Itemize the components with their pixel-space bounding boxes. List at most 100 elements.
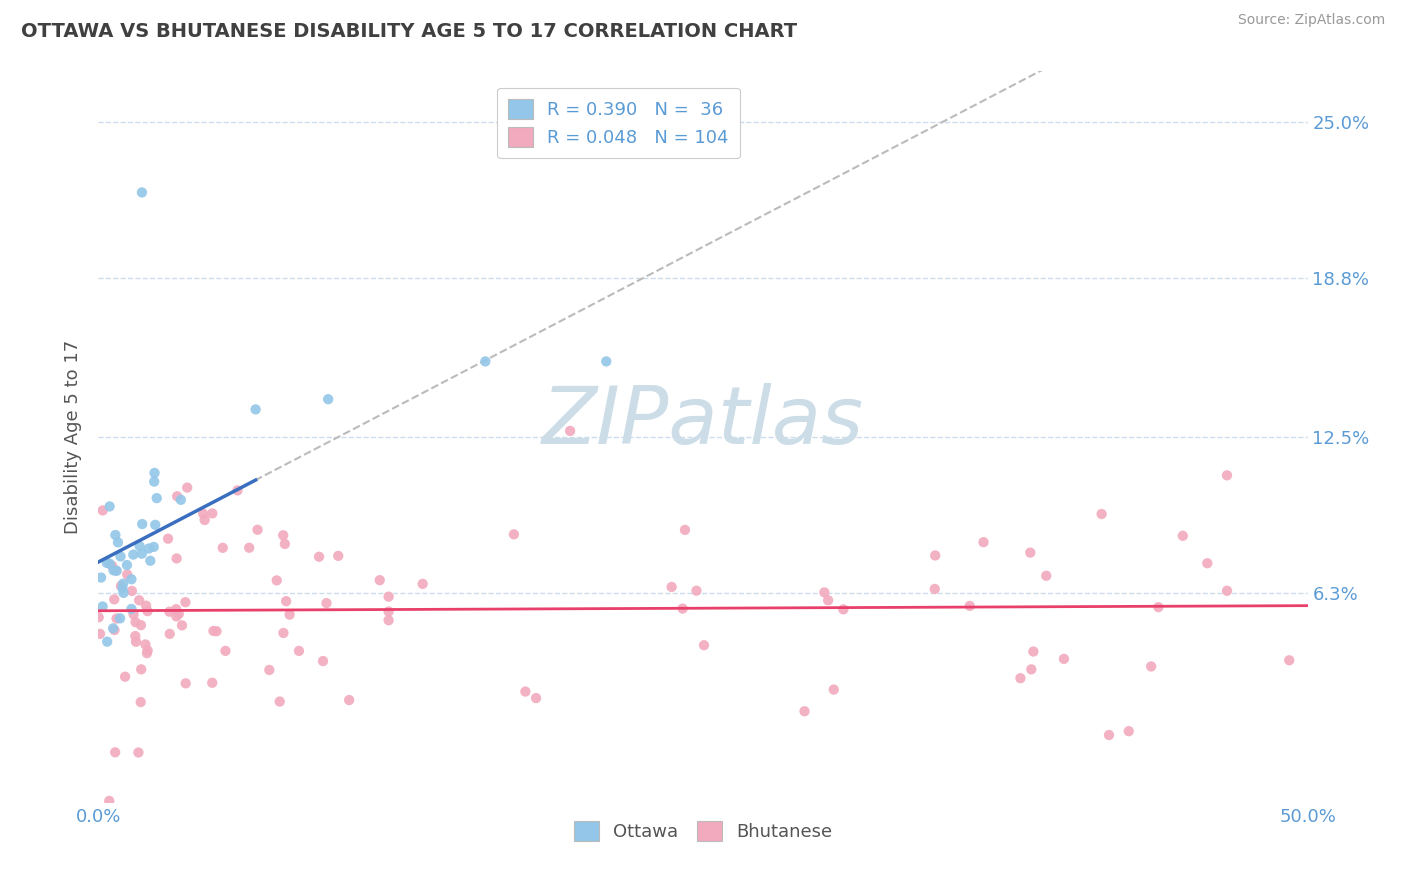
Point	[145, 491, 167, 505]
Point	[793, 704, 815, 718]
Point	[817, 593, 839, 607]
Point	[157, 532, 180, 546]
Point	[266, 574, 288, 588]
Text: Source: ZipAtlas.com: Source: ZipAtlas.com	[1237, 13, 1385, 28]
Point	[124, 615, 146, 629]
Point	[159, 627, 181, 641]
Point	[1118, 724, 1140, 739]
Point	[1035, 569, 1057, 583]
Point	[110, 549, 132, 564]
Point	[120, 602, 142, 616]
Legend: Ottawa, Bhutanese: Ottawa, Bhutanese	[567, 814, 839, 848]
Point	[114, 670, 136, 684]
Point	[103, 623, 125, 637]
Point	[201, 675, 224, 690]
Point	[131, 547, 153, 561]
Point	[308, 549, 330, 564]
Point	[104, 528, 127, 542]
Point	[278, 607, 301, 622]
Point	[96, 556, 118, 570]
Point	[124, 629, 146, 643]
Point	[1021, 662, 1043, 676]
Point	[174, 676, 197, 690]
Point	[259, 663, 281, 677]
Point	[276, 594, 298, 608]
Point	[105, 611, 128, 625]
Point	[1019, 546, 1042, 560]
Point	[170, 618, 193, 632]
Point	[273, 626, 295, 640]
Point	[673, 523, 696, 537]
Point	[246, 523, 269, 537]
Point	[1171, 529, 1194, 543]
Point	[1216, 583, 1239, 598]
Point	[104, 563, 127, 577]
Point	[1053, 652, 1076, 666]
Point	[98, 500, 121, 514]
Point	[312, 654, 335, 668]
Point	[315, 596, 337, 610]
Point	[143, 466, 166, 480]
Point	[524, 691, 547, 706]
Point	[167, 607, 190, 621]
Point	[813, 585, 835, 599]
Point	[170, 492, 193, 507]
Point	[368, 573, 391, 587]
Point	[924, 549, 946, 563]
Point	[1147, 600, 1170, 615]
Point	[129, 662, 152, 676]
Point	[120, 572, 142, 586]
Point	[135, 599, 157, 613]
Point	[166, 489, 188, 503]
Point	[1010, 671, 1032, 685]
Point	[238, 541, 260, 555]
Point	[112, 586, 135, 600]
Point	[1197, 556, 1219, 570]
Point	[91, 503, 114, 517]
Point	[136, 646, 159, 660]
Point	[316, 392, 339, 407]
Text: OTTAWA VS BHUTANESE DISABILITY AGE 5 TO 17 CORRELATION CHART: OTTAWA VS BHUTANESE DISABILITY AGE 5 TO …	[21, 22, 797, 41]
Point	[685, 583, 707, 598]
Point	[412, 577, 434, 591]
Point	[959, 599, 981, 613]
Point	[115, 567, 138, 582]
Point	[143, 517, 166, 532]
Point	[98, 557, 121, 571]
Point	[165, 602, 187, 616]
Point	[377, 590, 399, 604]
Point	[823, 682, 845, 697]
Point	[103, 592, 125, 607]
Point	[1278, 653, 1301, 667]
Point	[122, 607, 145, 622]
Point	[104, 745, 127, 759]
Point	[127, 746, 149, 760]
Point	[96, 634, 118, 648]
Point	[103, 563, 125, 577]
Point	[661, 580, 683, 594]
Point	[112, 576, 135, 591]
Point	[128, 593, 150, 607]
Point	[157, 605, 180, 619]
Point	[98, 794, 121, 808]
Point	[125, 634, 148, 648]
Point	[139, 554, 162, 568]
Point	[108, 611, 131, 625]
Point	[377, 613, 399, 627]
Point	[211, 541, 233, 555]
Point	[122, 548, 145, 562]
Point	[832, 602, 855, 616]
Point	[166, 551, 188, 566]
Point	[924, 582, 946, 596]
Point	[174, 595, 197, 609]
Point	[693, 638, 716, 652]
Point	[107, 535, 129, 549]
Point	[1140, 659, 1163, 673]
Point	[129, 618, 152, 632]
Point	[110, 579, 132, 593]
Point	[288, 644, 311, 658]
Point	[128, 539, 150, 553]
Point	[271, 528, 294, 542]
Point	[274, 537, 297, 551]
Point	[136, 643, 159, 657]
